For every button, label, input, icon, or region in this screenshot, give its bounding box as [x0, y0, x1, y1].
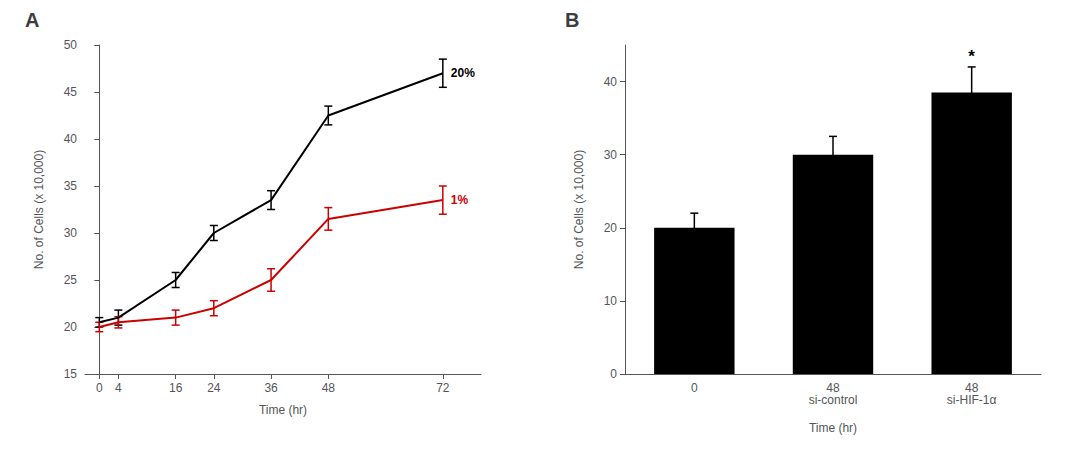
- svg-text:24: 24: [207, 381, 221, 395]
- svg-text:20%: 20%: [451, 66, 475, 80]
- svg-text:16: 16: [169, 381, 183, 395]
- svg-text:4: 4: [115, 381, 122, 395]
- svg-text:15: 15: [64, 367, 78, 381]
- svg-text:20: 20: [604, 221, 618, 235]
- svg-text:No. of Cells (x 10,000): No. of Cells (x 10,000): [572, 150, 586, 269]
- svg-text:Time (hr): Time (hr): [809, 421, 857, 435]
- svg-text:35: 35: [64, 179, 78, 193]
- svg-text:1%: 1%: [451, 193, 469, 207]
- svg-text:48: 48: [322, 381, 336, 395]
- svg-text:Time (hr): Time (hr): [259, 403, 307, 417]
- svg-text:45: 45: [64, 85, 78, 99]
- svg-text:si-HIF-1α: si-HIF-1α: [947, 393, 997, 407]
- svg-text:0: 0: [610, 367, 617, 381]
- svg-text:36: 36: [264, 381, 278, 395]
- svg-text:10: 10: [604, 294, 618, 308]
- svg-text:72: 72: [436, 381, 450, 395]
- svg-text:No. of Cells (x 10,000): No. of Cells (x 10,000): [32, 150, 46, 269]
- svg-text:20: 20: [64, 320, 78, 334]
- svg-text:48: 48: [965, 381, 979, 395]
- svg-text:A: A: [25, 9, 39, 31]
- svg-text:50: 50: [64, 38, 78, 52]
- svg-text:0: 0: [96, 381, 103, 395]
- svg-text:0: 0: [691, 381, 698, 395]
- svg-text:40: 40: [604, 75, 618, 89]
- svg-text:40: 40: [64, 132, 78, 146]
- svg-text:si-control: si-control: [809, 393, 858, 407]
- svg-text:48: 48: [826, 381, 840, 395]
- svg-text:B: B: [565, 9, 579, 31]
- svg-text:*: *: [968, 47, 975, 66]
- svg-text:30: 30: [604, 148, 618, 162]
- svg-text:30: 30: [64, 226, 78, 240]
- svg-text:25: 25: [64, 273, 78, 287]
